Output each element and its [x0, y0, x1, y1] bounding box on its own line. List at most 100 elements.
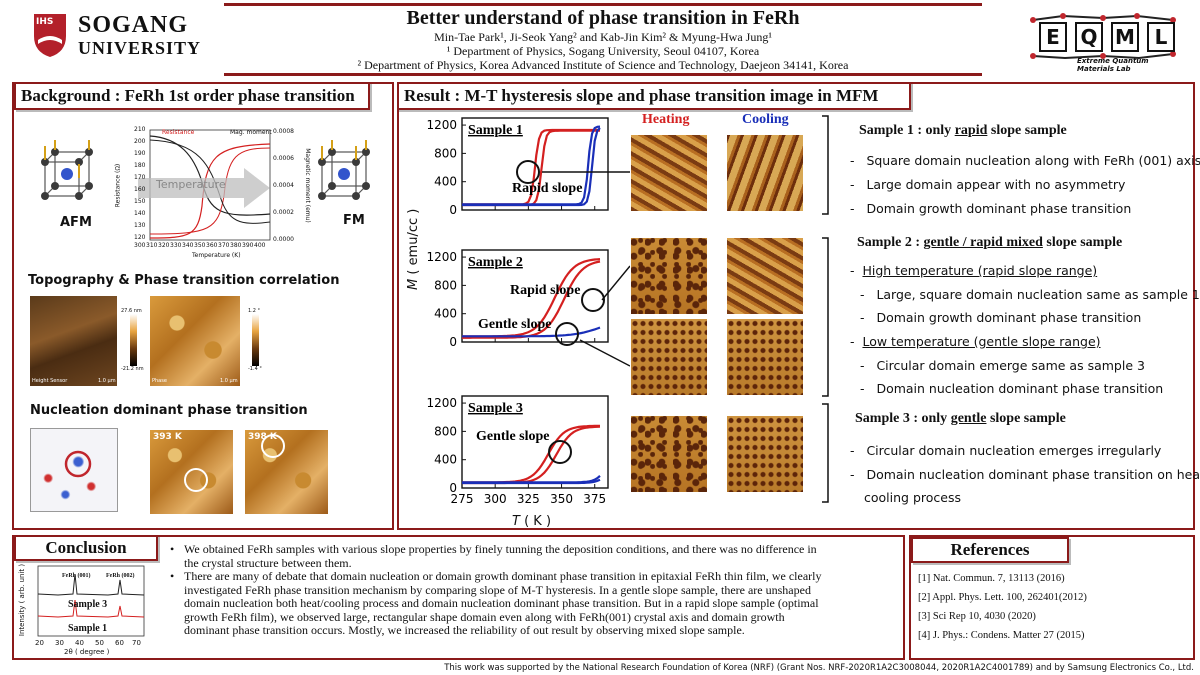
sample3-heading-post: slope sample: [986, 411, 1066, 426]
affiliation-1: ¹ Department of Physics, Sogang Universi…: [446, 44, 760, 58]
rt-x-tick: 370: [218, 242, 230, 249]
rt-yl-tick: 130: [134, 222, 146, 229]
nucleation-circle-icon: [184, 468, 208, 492]
affiliation-2: ² Department of Physics, Korea Advanced …: [357, 58, 849, 72]
sample1-bullet-text: Domain growth dominant phase transition: [866, 201, 1132, 216]
conclusion-line: the crystal structure between them.: [184, 555, 352, 570]
mfm-s2-heating-high: [631, 238, 707, 314]
mfm-s1-cooling: [727, 135, 803, 211]
topography-scale-bar: 1.0 μm: [98, 378, 116, 384]
xrd-tick: 20: [35, 639, 44, 647]
rt-inset-plot: Resistance Mag. moment Temperature Tempe…: [110, 126, 311, 261]
sample2-sub-bullet: - Large, square domain nucleation same a…: [860, 287, 1200, 302]
references-title: References: [911, 537, 1069, 563]
authors: Min-Tae Park¹, Ji-Seok Yang² and Kab-Jin…: [434, 30, 772, 44]
mt-annotation-label: Rapid slope: [510, 283, 580, 298]
mt-x-tick-label: 325: [517, 492, 540, 506]
topography-colorbar: [130, 314, 137, 366]
conclusion-panel: [12, 535, 905, 660]
xrd-svg: [37, 565, 145, 637]
nucleation-circle-icon: [261, 434, 285, 458]
mt-y-tick-label: 0: [449, 335, 457, 349]
eqml-letter-e: E: [1039, 22, 1067, 52]
eqml-letter-q: Q: [1075, 22, 1103, 52]
mfm-s1-heating: [631, 135, 707, 211]
conclusion-title: Conclusion: [14, 535, 158, 561]
mt-hysteresis-plots: 1200 800 400 0 Sample 1 1200 800 400 0 Sample 2 12…: [426, 117, 630, 506]
mt-y-axis-symbol: M: [406, 278, 421, 290]
sogang-sub: UNIVERSITY: [78, 38, 202, 58]
sample2-sub-text: Domain nucleation dominant phase transit…: [876, 381, 1164, 396]
sample2-high-text: High temperature (rapid slope range): [862, 263, 1098, 278]
rt-x-tick: 400: [254, 242, 266, 249]
rt-yr-tick: 0.0006: [273, 155, 294, 162]
mt-y-axis-label: M ( emu/cc ): [406, 209, 421, 290]
result-title: Result : M-T hysteresis slope and phase …: [397, 82, 911, 110]
xrd-peak1: FeRh (001): [62, 573, 91, 579]
mfm-s2-cooling-low: [727, 319, 803, 395]
rt-ylabel-right: Magnetic moment (emu): [303, 148, 311, 223]
rt-x-tick: 300: [134, 242, 146, 249]
mfm-s2-heating-low: [631, 319, 707, 395]
nucleation-mfm-393k: 393 K: [150, 430, 233, 514]
phase-colorbar-top: 1.2 °: [248, 308, 261, 314]
sample2-high-bullet: - High temperature (rapid slope range): [850, 263, 1098, 278]
afm-label: AFM: [60, 215, 92, 230]
mt-y-tick-label: 0: [449, 203, 457, 217]
mt-x-tick-label: 375: [583, 492, 606, 506]
rt-ylabel-left: Resistance (Ω): [114, 163, 122, 208]
mt-curve: [462, 127, 601, 207]
sample2-heading-post: slope sample: [1042, 235, 1123, 250]
nucleation-heading: Nucleation dominant phase transition: [30, 403, 308, 418]
mt-x-axis-unit: ( K ): [524, 514, 552, 529]
topography-afm-image: Height Sensor 1.0 μm: [30, 296, 117, 386]
bullet-dot-icon: •: [170, 542, 175, 556]
conclusion-line: investigated FeRh phase transition mecha…: [184, 582, 811, 597]
nucleation-temp-398: 398 K: [248, 432, 277, 442]
rt-yl-tick: 210: [134, 126, 146, 133]
phase-colorbar-bottom: -1.4 °: [248, 366, 262, 372]
mt-x-axis-symbol: T: [512, 514, 520, 529]
conclusion-line: We obtained FeRh samples with various sl…: [184, 542, 817, 556]
mt-y-tick-label: 1200: [426, 396, 457, 410]
mt-annotation-circle: [581, 288, 605, 312]
mt-annotation-circle: [516, 160, 540, 184]
rt-inset-svg: [138, 129, 271, 241]
sogang-name: SOGANG: [78, 12, 189, 38]
sample3-heading: Sample 3 : only gentle slope sample: [855, 411, 1066, 427]
mt-arrow-line: [579, 339, 630, 367]
nucleation-mfm-398k: 398 K: [245, 430, 328, 514]
reference-item: [2] Appl. Phys. Lett. 100, 262401(2012): [918, 592, 1087, 603]
bullet-dot-icon: •: [170, 569, 175, 583]
sample2-low-text: Low temperature (gentle slope range): [862, 334, 1101, 349]
mt-x-tick-label: 300: [484, 492, 507, 506]
nucleation-highlight-circle-icon: [64, 450, 92, 478]
mt-y-tick-label: 0: [449, 481, 457, 495]
mt-annotation-circle: [548, 440, 572, 464]
conclusion-line: dominant phase transition occurs. Mostly…: [184, 623, 745, 637]
rt-yl-tick: 170: [134, 174, 146, 181]
cooling-label: Cooling: [742, 112, 789, 127]
sample3-bullet: - Circular domain nucleation emerges irr…: [850, 443, 1162, 458]
sample3-bullet: - Domain nucleation dominant phase trans…: [850, 467, 1200, 482]
footer-acknowledgement: This work was supported by the National …: [444, 663, 1194, 673]
topography-colorbar-bottom: -21.2 nm: [121, 366, 144, 372]
xrd-plot: FeRh (001) FeRh (002) Sample 3 Sample 1 …: [18, 562, 148, 660]
phase-scale-bar: 1.0 μm: [220, 378, 238, 384]
xrd-tick: 30: [55, 639, 64, 647]
sample2-sub-bullet: - Circular domain emerge same as sample …: [860, 358, 1145, 373]
sample2-sub-text: Domain growth dominant phase transition: [876, 310, 1142, 325]
xrd-tick: 60: [115, 639, 124, 647]
sogang-seal-text: IHS: [36, 17, 54, 27]
conclusion-line: growth FeRh film), we observed large, re…: [184, 609, 785, 624]
sample3-bullet-text: cooling process: [864, 490, 961, 505]
rt-yr-tick: 0.0002: [273, 209, 294, 216]
mfm-s3-heating: [631, 416, 707, 492]
rt-x-tick: 310: [146, 242, 158, 249]
mfm-s2-cooling-high: [727, 238, 803, 314]
xrd-tick: 50: [95, 639, 104, 647]
mt-curve: [462, 478, 601, 485]
rt-yr-tick: 0.0000: [273, 236, 294, 243]
reference-item: [3] Sci Rep 10, 4030 (2020): [918, 611, 1036, 622]
mfm-s3-cooling: [727, 416, 803, 492]
